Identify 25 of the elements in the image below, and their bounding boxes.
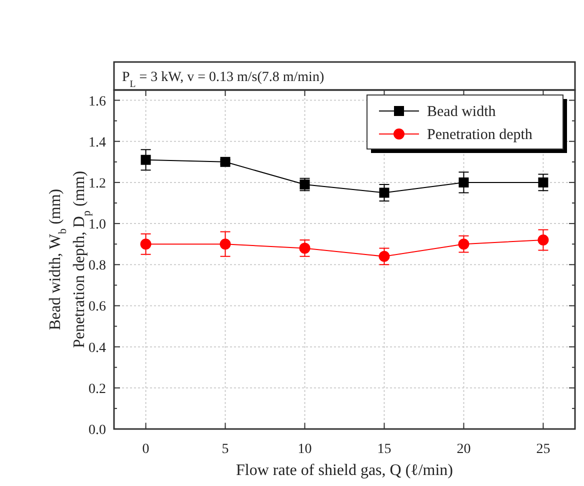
- y-tick-label: 1.0: [88, 218, 106, 233]
- x-tick-label: 25: [536, 442, 550, 457]
- chart-title: P$_{L}$ = 3 kW, v = 0.13 m/s(7.8 m/min): [122, 70, 324, 90]
- x-tick-label: 15: [377, 442, 392, 457]
- y-tick-label: 0.0: [88, 423, 106, 438]
- point: [220, 156, 230, 167]
- legend-label: Bead width: [427, 104, 496, 120]
- y-tick-label: 1.4: [88, 135, 106, 150]
- y-tick-label: 0.6: [88, 300, 106, 315]
- legend-label: Penetration depth: [427, 127, 533, 143]
- point: [140, 238, 152, 250]
- y-tick-label: 0.8: [88, 258, 106, 274]
- point: [538, 234, 549, 246]
- x-tick-label: 0: [142, 442, 150, 457]
- x-tick-label: 10: [298, 442, 312, 457]
- point: [220, 238, 231, 250]
- x-tick-label: 20: [456, 442, 471, 457]
- y-tick-label: 1.6: [88, 94, 106, 110]
- y-tick-label: 1.2: [88, 176, 106, 192]
- y-tick-label: 0.2: [88, 382, 106, 397]
- x-axis-title: Flow rate of shield gas, Q (ℓ/min): [236, 462, 453, 479]
- point: [140, 154, 151, 165]
- x-tick-label: 5: [222, 442, 229, 457]
- point: [458, 177, 469, 188]
- y-tick-label: 0.4: [88, 340, 106, 356]
